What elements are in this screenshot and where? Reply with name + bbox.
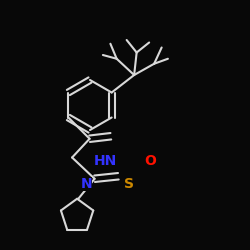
Text: S: S — [124, 177, 134, 191]
Text: HN: HN — [94, 154, 116, 168]
Text: N: N — [80, 177, 92, 191]
Text: O: O — [144, 154, 156, 168]
